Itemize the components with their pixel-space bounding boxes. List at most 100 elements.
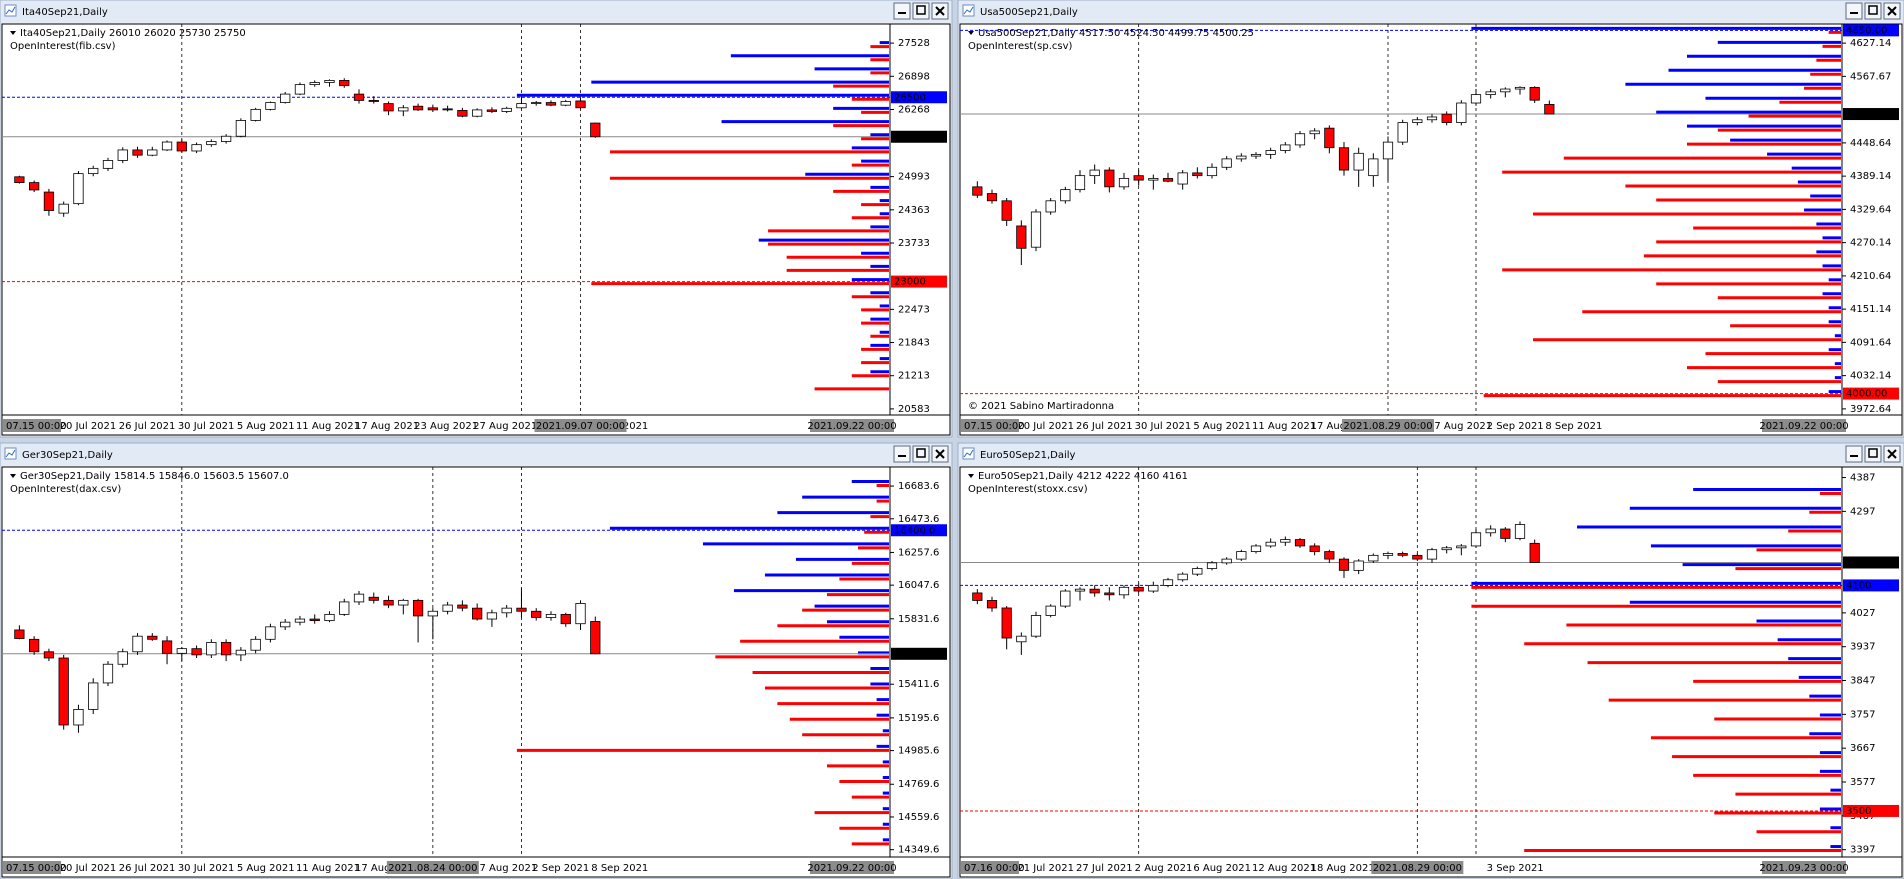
y-tick-label: 16047.6 [898,580,939,591]
end-label: 2021.09.22 00:00 [807,863,896,874]
maximize-glyph[interactable] [1868,448,1878,458]
maximize-glyph[interactable] [1868,5,1878,15]
candle-body [1353,560,1364,571]
x-tick-label: 2 Sep 2021 [532,863,589,874]
candle-body [1544,104,1555,115]
price-level-label: 25750 [894,132,926,143]
y-tick-label: 4210.64 [1850,271,1891,282]
maximize-button[interactable] [912,445,930,463]
x-tick-label: 30 Jul 2021 [178,863,235,874]
candle-body [1529,542,1540,563]
candle-body [383,599,394,606]
candle-body [1133,175,1144,181]
y-tick-label: 3757 [1850,709,1875,720]
minimize-button[interactable] [1845,2,1863,20]
candle-body [1250,154,1262,157]
candle-body [398,107,409,112]
candle-body [1441,547,1452,551]
x-tick-label: 11 Aug 2021 [296,421,360,432]
y-tick-label: 14559.6 [898,812,939,823]
close-glyph[interactable] [1887,449,1897,459]
candle-body [147,635,158,640]
y-tick-label: 14349.6 [898,845,939,856]
minimize-glyph[interactable] [898,12,906,14]
y-tick-label: 4032.14 [1850,371,1891,382]
close-button[interactable] [1883,2,1901,20]
x-tick-label: 5 Aug 2021 [1193,421,1251,432]
minimize-glyph[interactable] [898,455,906,457]
x-tick-label: 27 Aug 2021 [473,863,537,874]
minimize-button-box[interactable] [1845,2,1863,20]
price-level-box [1843,108,1899,121]
x-tick-label: 27 Aug 2021 [1428,421,1492,432]
candle-body [1368,158,1379,177]
candle-body [280,621,291,628]
watermark: © 2021 Sabino Martiradonna [968,401,1114,412]
end-label-box [810,419,894,432]
minimize-glyph[interactable] [1850,12,1858,14]
candle-body [427,107,438,111]
candle-body [206,141,217,146]
close-button[interactable] [931,445,949,463]
price-level-box [891,275,947,288]
candle-body [1060,590,1071,607]
candle-body [1060,189,1071,202]
candle-body [383,103,394,112]
close-button[interactable] [931,2,949,20]
chart-window: Ita40Sep21,Daily 27528 26898 26268 24993 2436… [0,0,953,438]
candle-body [1309,545,1320,552]
cursor-label: 2021.09.07 00:00 [536,421,625,432]
candle-body [58,657,69,726]
minimize-button-box[interactable] [1845,445,1863,463]
y-tick-label: 16473.6 [898,514,939,525]
end-label: 2021.09.22 00:00 [807,421,896,432]
candle-body [368,596,379,601]
indicator-label: OpenInterest(fib.csv) [10,41,116,52]
minimize-button[interactable] [893,2,911,20]
candle-body [1280,144,1291,151]
candle-body [206,642,217,656]
x-tick-label: 20 Jul 2021 [1017,421,1074,432]
candle-body [294,618,306,623]
candle-body [265,626,276,640]
candle-body [986,193,998,202]
x-tick-label: 5 Aug 2021 [237,421,295,432]
start-label: 07.15 00:00 [964,421,1025,432]
close-glyph[interactable] [1887,6,1897,16]
candle-body [1236,551,1247,560]
y-tick-label: 22473 [898,304,930,315]
minimize-button-box[interactable] [893,2,911,20]
minimize-button-box[interactable] [893,445,911,463]
candle-body [176,648,187,654]
window-title: Ita40Sep21,Daily [22,7,108,18]
candle-body [1162,579,1174,586]
close-glyph[interactable] [935,6,945,16]
price-level-box [891,647,947,660]
chart-header: Ger30Sep21,Daily 15814.5 15846.0 15603.5… [20,471,289,482]
minimize-glyph[interactable] [1850,455,1858,457]
x-tick-label: 17 Aug 2021 [355,421,419,432]
candle-body [590,621,601,655]
close-button[interactable] [1883,445,1901,463]
candle-body [1148,178,1159,181]
x-tick-label: 27 Aug 2021 [473,421,537,432]
candle-body [1412,119,1423,123]
minimize-button[interactable] [893,445,911,463]
maximize-button[interactable] [912,2,930,20]
candle-body [412,599,424,617]
maximize-button[interactable] [1864,445,1882,463]
candle-body [486,109,498,112]
candle-body [575,603,586,625]
indicator-label: OpenInterest(dax.csv) [10,484,121,495]
candle-body [986,600,998,609]
candle-body [545,613,557,618]
minimize-button[interactable] [1845,445,1863,463]
maximize-glyph[interactable] [916,448,926,458]
y-tick-label: 4627.14 [1850,38,1891,49]
close-glyph[interactable] [935,449,945,459]
candle-body [102,160,114,169]
maximize-glyph[interactable] [916,5,926,15]
x-tick-label: 2 Sep 2021 [1487,421,1544,432]
maximize-button[interactable] [1864,2,1882,20]
candle-body [1148,585,1159,592]
